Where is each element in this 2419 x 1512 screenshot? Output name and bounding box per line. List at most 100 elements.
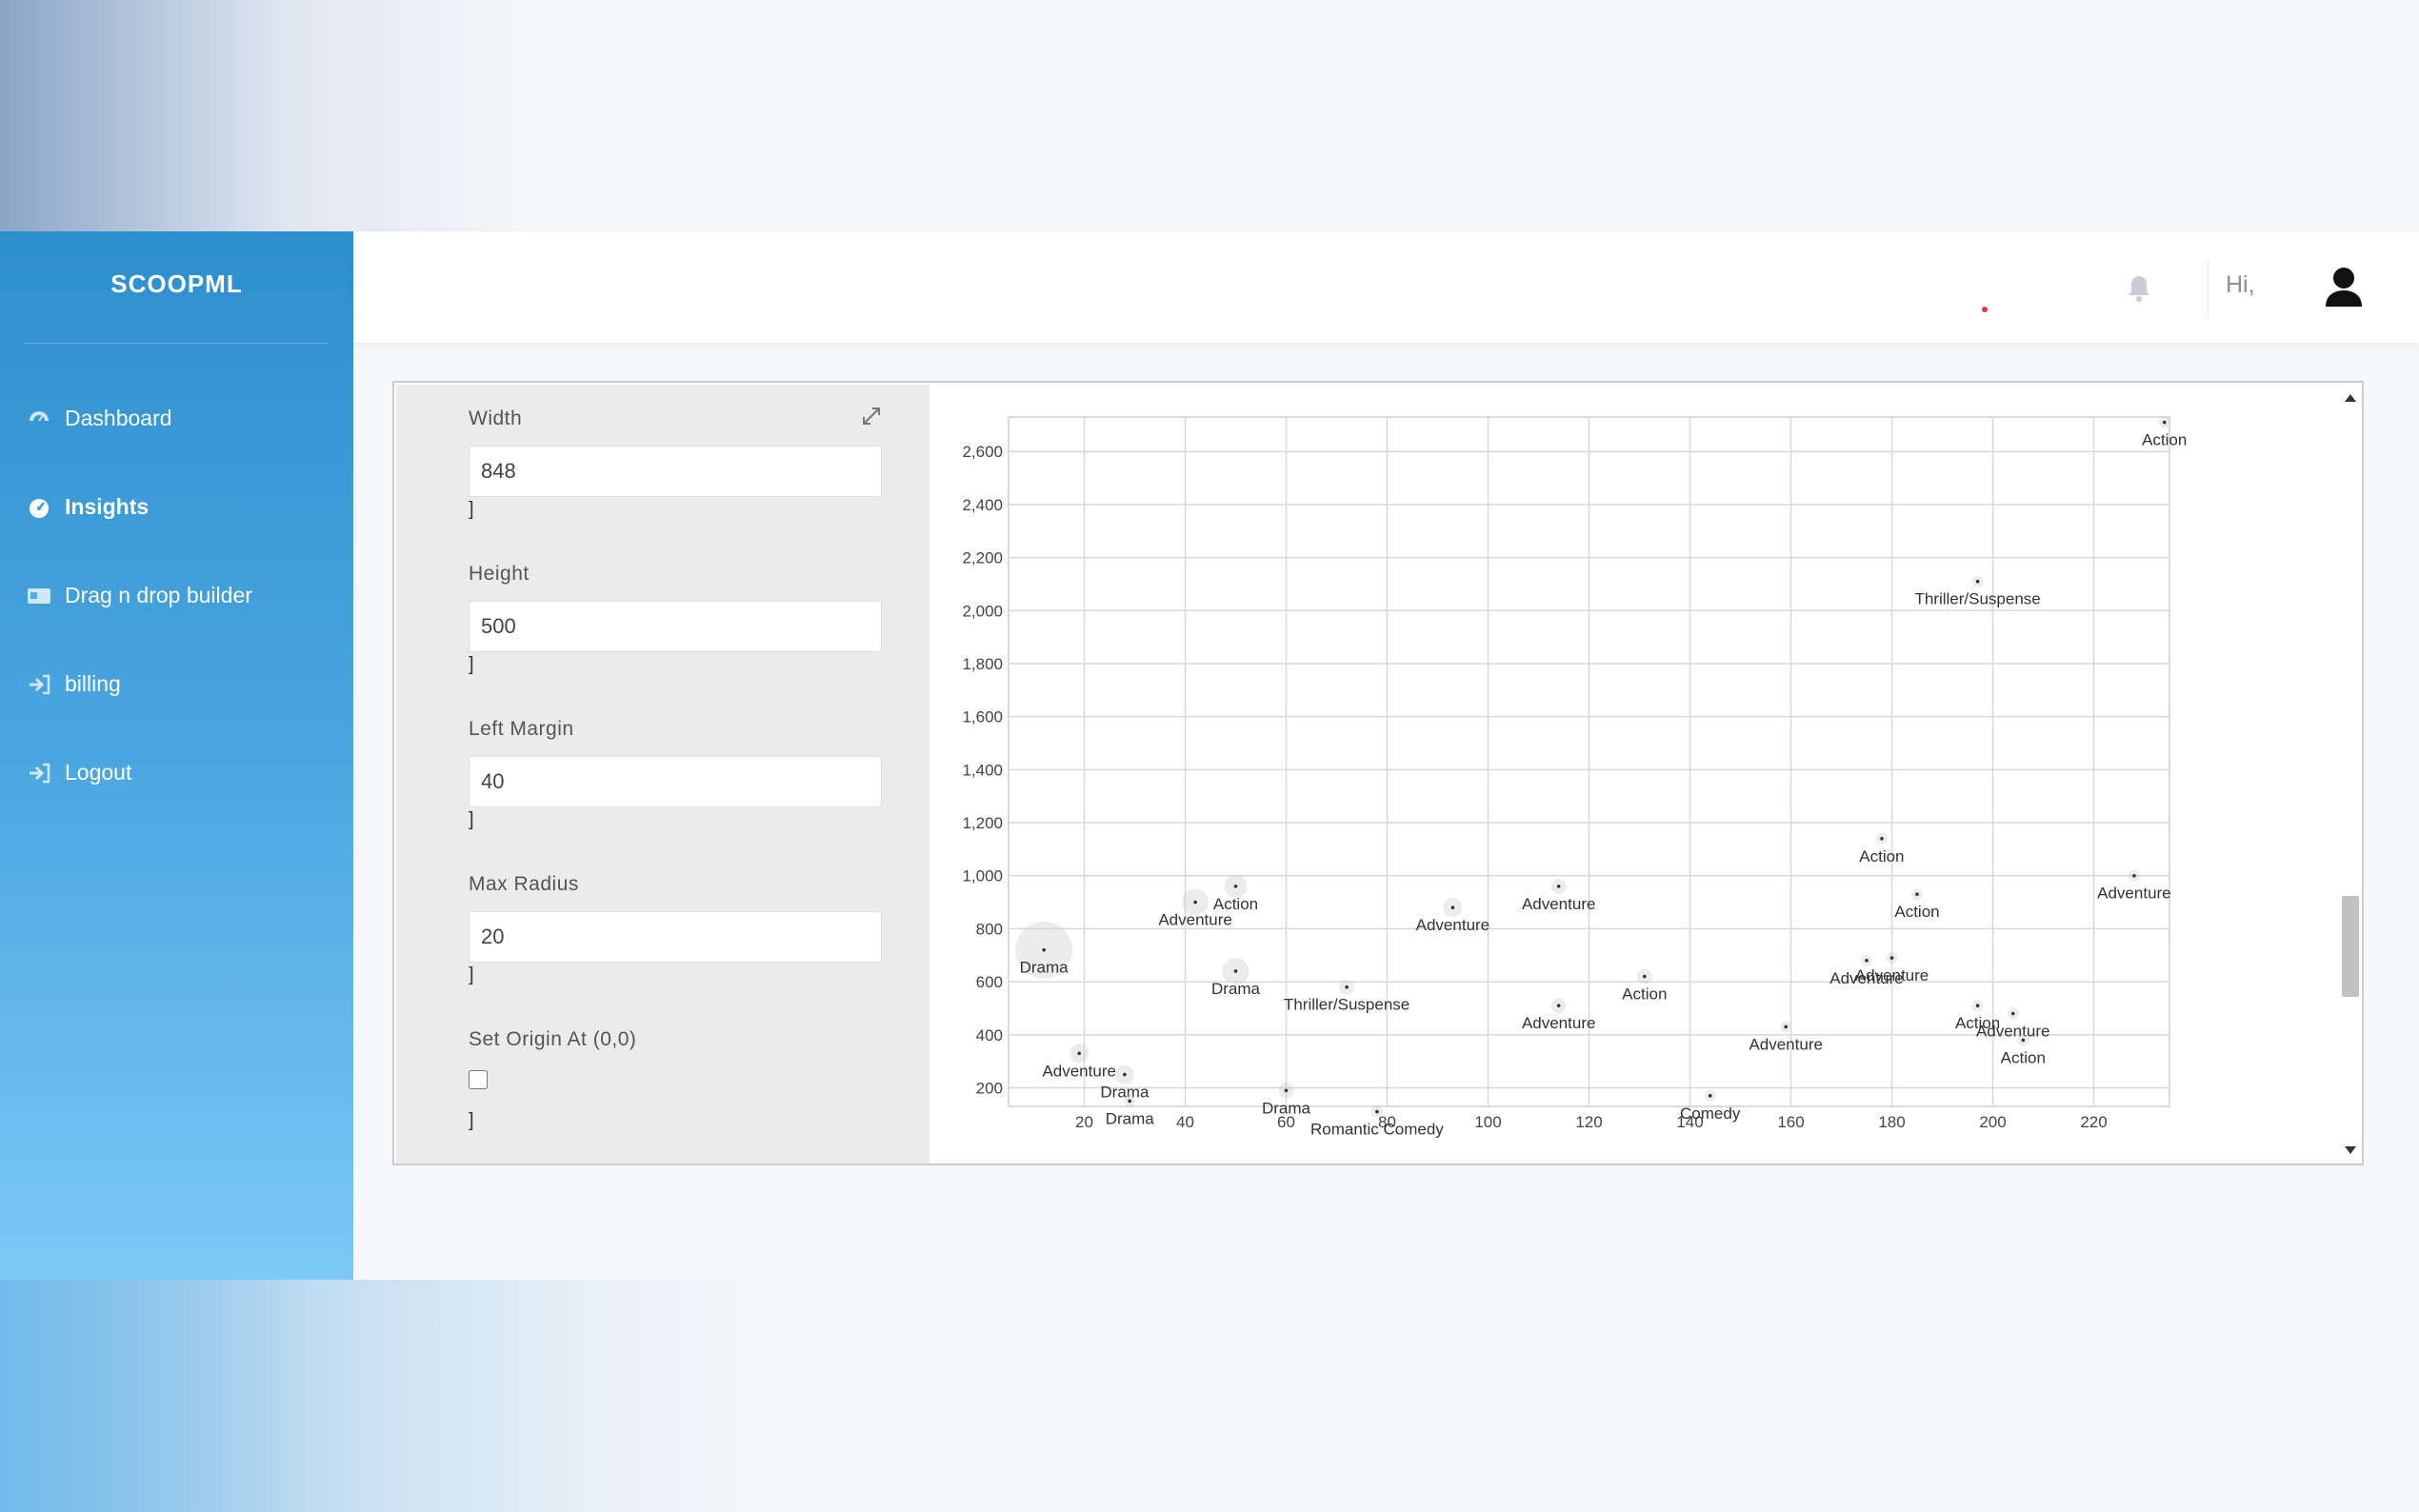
bubble-center — [1975, 1004, 1980, 1007]
bubble-label: Action — [2001, 1048, 2046, 1066]
bubble-label: Adventure — [1416, 916, 1490, 934]
gauge-icon — [27, 407, 51, 431]
bubble-label: Drama — [1020, 959, 1070, 977]
bubble-label: Action — [2142, 431, 2187, 449]
bubble-center — [1128, 1099, 1131, 1104]
max-radius-input[interactable] — [469, 911, 882, 963]
x-tick-label: 200 — [1979, 1113, 2006, 1131]
max-radius-label: Max Radius — [469, 873, 579, 895]
x-tick-label: 140 — [1676, 1113, 1703, 1131]
height-input[interactable] — [469, 601, 882, 652]
width-input[interactable] — [469, 446, 882, 497]
height-label: Height — [469, 563, 530, 585]
y-tick-label: 800 — [976, 920, 1003, 938]
chart-settings-form: Width ] Height ] Left Margin ] Max Radiu… — [396, 385, 930, 1164]
expand-icon[interactable] — [861, 406, 882, 427]
bubble-chart: 20 40 60 80 100 120 140 160 180 200 220 200 400 600 80… — [962, 416, 2187, 1139]
bubble-label: Drama — [1106, 1109, 1155, 1127]
origin-checkbox[interactable] — [469, 1070, 488, 1089]
x-tick-label: 100 — [1474, 1113, 1501, 1131]
bubble-label: Action — [1859, 847, 1904, 865]
brand-logo[interactable]: SCOOPML — [110, 269, 243, 298]
origin-label: Set Origin At (0,0) — [469, 1028, 637, 1050]
bubble-label: Action — [1622, 985, 1667, 1004]
bubble-center — [1123, 1072, 1127, 1077]
sidebar-item-label: Dashboard — [65, 406, 172, 430]
y-tick-label: 1,600 — [962, 708, 1003, 726]
bracket-text: ] — [469, 809, 474, 830]
id-card-icon — [27, 584, 51, 608]
topbar-divider — [2208, 260, 2209, 317]
width-label: Width — [469, 408, 523, 429]
chart-builder-panel: Width ] Height ] Left Margin ] Max Radiu… — [392, 381, 2364, 1165]
left-margin-label: Left Margin — [469, 718, 574, 740]
bubble-chart-area: 20 40 60 80 100 120 140 160 180 200 220 200 400 600 80… — [930, 385, 2301, 1164]
x-tick-label: 160 — [1777, 1113, 1804, 1131]
x-tick-label: 20 — [1075, 1113, 1093, 1131]
sign-in-icon — [27, 761, 51, 786]
bracket-text: ] — [469, 654, 474, 675]
left-margin-input[interactable] — [469, 756, 882, 807]
top-bar: Hi, — [353, 231, 2419, 343]
bubble-label: Adventure — [1522, 1014, 1596, 1032]
bubble-center — [1284, 1088, 1289, 1093]
notification-dot — [1982, 307, 1988, 312]
bubble-center — [1233, 885, 1238, 888]
scroll-thumb[interactable] — [2342, 896, 2359, 997]
bubble-label: Action — [1955, 1014, 2000, 1032]
bubble-label: Comedy — [1680, 1104, 1741, 1123]
scroll-down-arrow[interactable] — [2345, 1146, 2356, 1154]
bubble-label: Drama — [1211, 980, 1261, 998]
bubble-center — [2162, 420, 2167, 425]
bubble-center — [1784, 1025, 1788, 1029]
sidebar-nav: Dashboard Insights Drag n drop builder b… — [0, 374, 353, 817]
y-tick-label: 2,200 — [962, 549, 1003, 567]
panel-scrollbar[interactable] — [2301, 385, 2362, 1164]
bubble-center — [1375, 1109, 1379, 1114]
sidebar-item-billing[interactable]: billing — [0, 640, 353, 728]
user-greeting: Hi, — [2226, 271, 2255, 298]
y-tick-label: 1,800 — [962, 655, 1003, 673]
y-tick-label: 2,000 — [962, 602, 1003, 620]
sidebar-item-dashboard[interactable]: Dashboard — [0, 374, 353, 463]
sidebar-divider — [25, 343, 328, 344]
y-tick-label: 200 — [976, 1080, 1003, 1098]
bubble-center — [1450, 905, 1455, 909]
x-tick-label: 180 — [1878, 1113, 1905, 1131]
bubble-label: Adventure — [1855, 966, 1929, 985]
bubble-center — [1915, 892, 1919, 897]
sidebar: SCOOPML Dashboard Insights Drag n drop b… — [0, 231, 353, 1280]
bubble-label: Drama — [1262, 1099, 1311, 1117]
bubble-center — [1556, 885, 1561, 888]
sidebar-item-insights[interactable]: Insights — [0, 463, 353, 551]
bubble-label: Adventure — [1829, 969, 1904, 987]
bubble-label: Adventure — [1522, 895, 1596, 913]
bell-icon[interactable] — [2125, 273, 2153, 304]
bubble-center — [2010, 1011, 2015, 1016]
bubble-label: Adventure — [1042, 1062, 1116, 1080]
bubble-center — [1042, 947, 1046, 952]
bubble-center — [1643, 974, 1647, 979]
background-bottom — [0, 1280, 2419, 1512]
sidebar-item-logout[interactable]: Logout — [0, 728, 353, 817]
y-tick-label: 1,200 — [962, 814, 1003, 832]
app-window: SCOOPML Dashboard Insights Drag n drop b… — [0, 231, 2419, 1280]
bubble-center — [1865, 959, 1869, 963]
x-tick-label: 80 — [1378, 1113, 1396, 1131]
y-tick-label: 2,600 — [962, 443, 1003, 461]
bracket-text: ] — [469, 499, 474, 520]
scroll-up-arrow[interactable] — [2345, 394, 2356, 402]
bubble-label: Thriller/Suspense — [1914, 590, 2040, 608]
sidebar-item-label: Logout — [65, 760, 132, 785]
bracket-text: ] — [469, 1110, 474, 1131]
y-tick-label: 600 — [976, 973, 1003, 991]
bubble-center — [1077, 1051, 1081, 1056]
x-tick-label: 120 — [1575, 1113, 1602, 1131]
y-tick-label: 400 — [976, 1026, 1003, 1044]
sign-in-icon — [27, 672, 51, 697]
bubble-center — [1880, 836, 1884, 841]
bubble-label: Action — [1213, 895, 1258, 913]
sidebar-item-drag-n-drop-builder[interactable]: Drag n drop builder — [0, 551, 353, 640]
x-tick-label: 220 — [2080, 1113, 2107, 1131]
user-icon[interactable] — [2324, 266, 2364, 308]
